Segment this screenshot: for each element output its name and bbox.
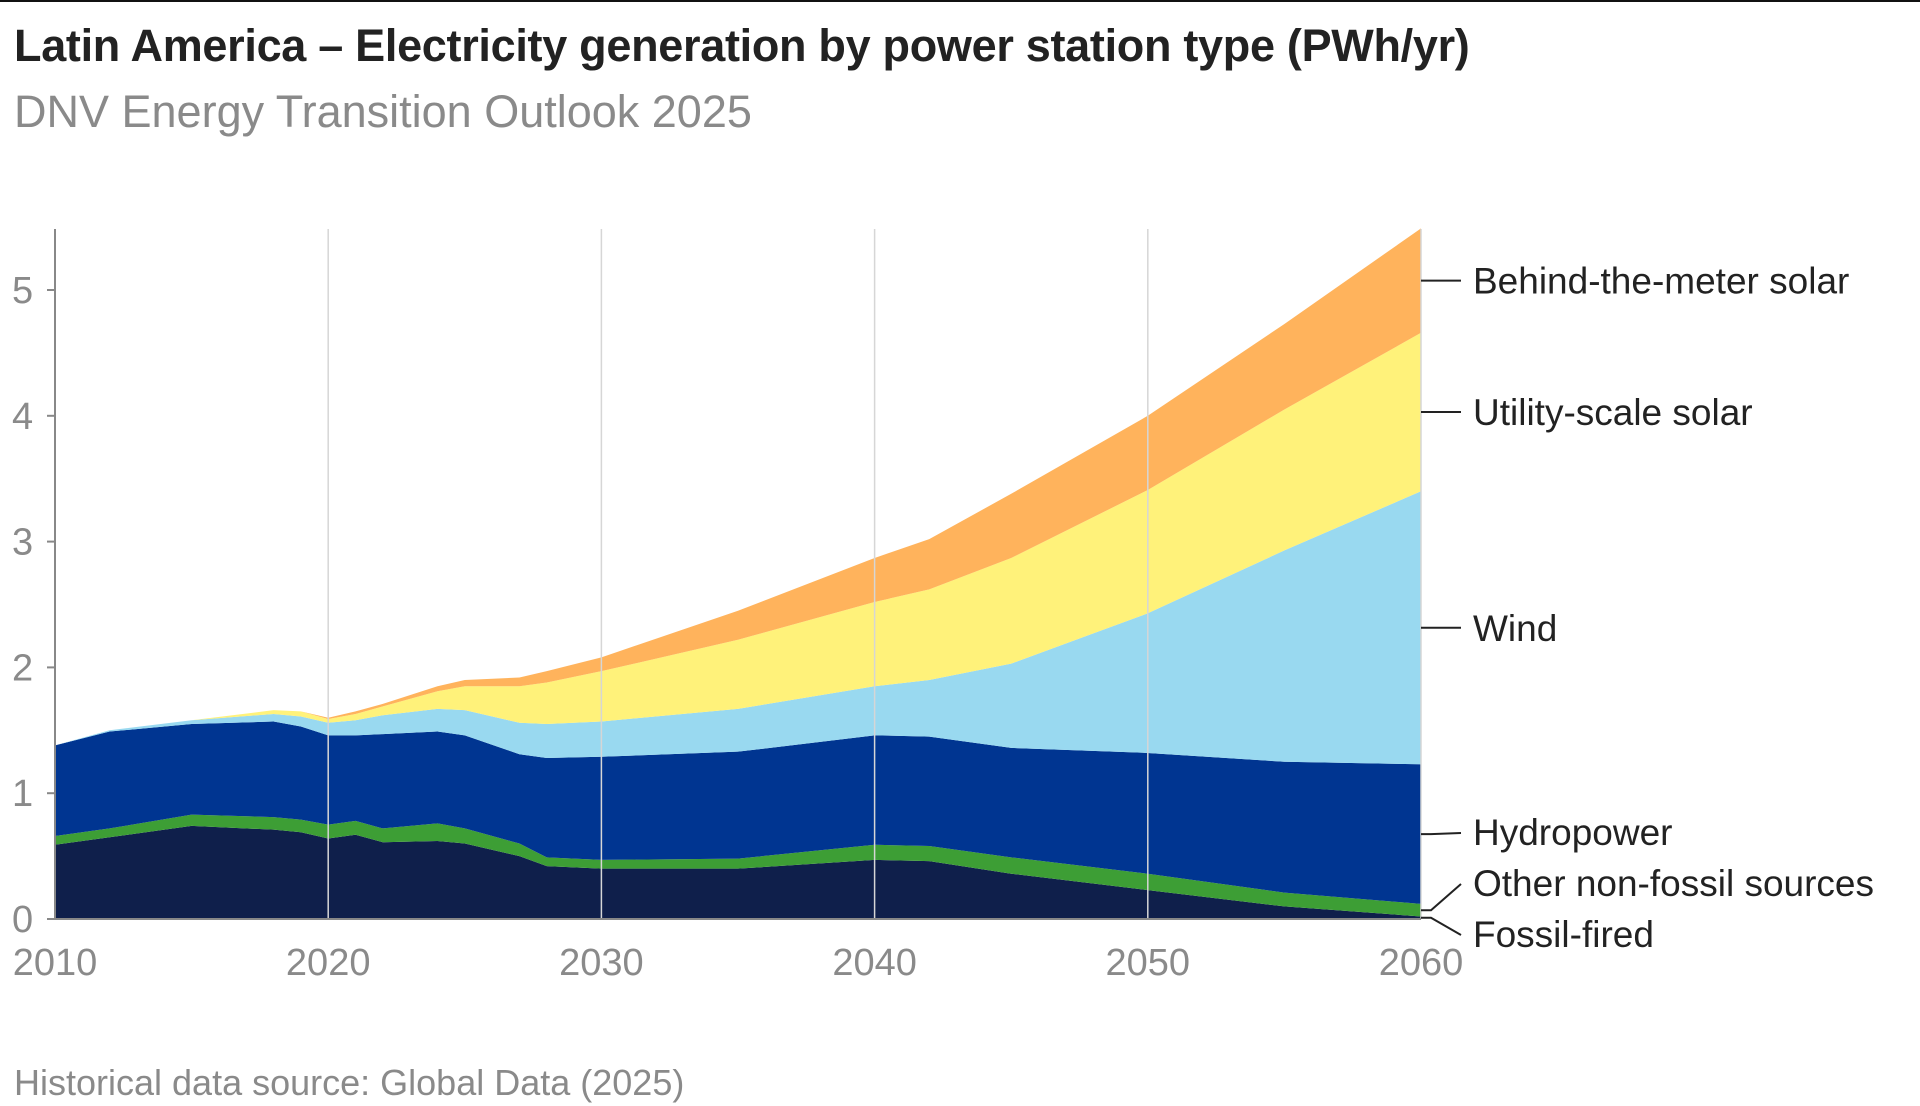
series-label: Utility-scale solar bbox=[1473, 392, 1753, 433]
y-tick-label: 4 bbox=[12, 396, 33, 438]
chart-title: Latin America – Electricity generation b… bbox=[14, 20, 1470, 71]
top-rule bbox=[0, 0, 1920, 2]
series-label: Fossil-fired bbox=[1473, 914, 1654, 955]
x-tick-label: 2020 bbox=[286, 942, 371, 984]
label-leader-line bbox=[1421, 916, 1462, 936]
series-label: Hydropower bbox=[1473, 812, 1672, 853]
series-label: Other non-fossil sources bbox=[1473, 863, 1874, 904]
series-label: Wind bbox=[1473, 608, 1557, 649]
x-tick-label: 2050 bbox=[1106, 942, 1191, 984]
area-hydropower bbox=[55, 721, 1421, 904]
y-tick-label: 3 bbox=[12, 522, 33, 564]
y-tick-label: 0 bbox=[12, 899, 33, 941]
source-note: Historical data source: Global Data (202… bbox=[14, 1062, 685, 1103]
x-tick-label: 2060 bbox=[1379, 942, 1464, 984]
y-tick-label: 2 bbox=[12, 647, 33, 689]
x-tick-label: 2040 bbox=[832, 942, 917, 984]
series-label: Behind-the-meter solar bbox=[1473, 261, 1849, 302]
y-tick-label: 1 bbox=[12, 773, 33, 815]
chart-subtitle: DNV Energy Transition Outlook 2025 bbox=[14, 86, 752, 137]
label-leader-line bbox=[1421, 832, 1462, 836]
y-tick-label: 5 bbox=[12, 270, 33, 312]
area-fossil-fired bbox=[55, 825, 1421, 919]
x-tick-label: 2010 bbox=[13, 942, 98, 984]
area-other-non-fossil-sources bbox=[55, 814, 1421, 917]
x-tick-label: 2030 bbox=[559, 942, 644, 984]
area-wind bbox=[55, 491, 1421, 765]
label-leader-line bbox=[1421, 883, 1462, 912]
